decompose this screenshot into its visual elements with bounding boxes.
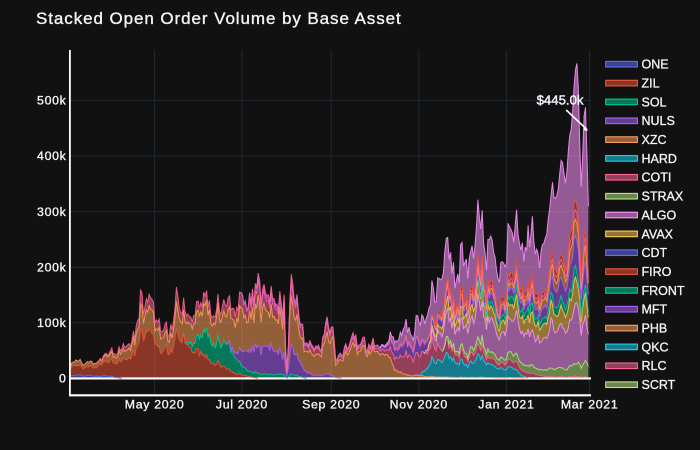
svg-text:COTI: COTI: [642, 171, 672, 185]
svg-text:May 2020: May 2020: [125, 398, 185, 412]
svg-text:MFT: MFT: [642, 303, 668, 317]
svg-text:Jan 2021: Jan 2021: [478, 398, 534, 412]
svg-text:FRONT: FRONT: [642, 284, 685, 298]
svg-text:200k: 200k: [37, 260, 67, 274]
svg-text:HARD: HARD: [642, 152, 677, 166]
svg-text:ALGO: ALGO: [642, 208, 677, 222]
svg-text:Sep 2020: Sep 2020: [302, 398, 360, 412]
svg-text:FIRO: FIRO: [642, 265, 672, 279]
svg-text:CDT: CDT: [642, 246, 668, 260]
svg-text:NULS: NULS: [642, 114, 675, 128]
svg-text:Mar 2021: Mar 2021: [561, 398, 619, 412]
svg-text:100k: 100k: [37, 316, 67, 330]
svg-text:$445.0k: $445.0k: [537, 93, 584, 108]
svg-text:XZC: XZC: [642, 133, 667, 147]
svg-text:Stacked Open Order Volume by B: Stacked Open Order Volume by Base Asset: [36, 9, 402, 28]
svg-text:SCRT: SCRT: [642, 378, 676, 392]
svg-text:Jul 2020: Jul 2020: [216, 398, 268, 412]
svg-text:PHB: PHB: [642, 322, 668, 336]
svg-text:AVAX: AVAX: [642, 227, 674, 241]
svg-text:STRAX: STRAX: [642, 190, 684, 204]
svg-text:ONE: ONE: [642, 58, 669, 72]
svg-text:0: 0: [59, 372, 67, 386]
svg-text:RLC: RLC: [642, 359, 667, 373]
svg-text:500k: 500k: [37, 94, 67, 108]
svg-text:ZIL: ZIL: [642, 77, 660, 91]
svg-text:Nov 2020: Nov 2020: [390, 398, 448, 412]
svg-text:SOL: SOL: [642, 95, 667, 109]
svg-text:QKC: QKC: [642, 340, 669, 354]
svg-text:400k: 400k: [37, 149, 67, 163]
svg-text:300k: 300k: [37, 205, 67, 219]
